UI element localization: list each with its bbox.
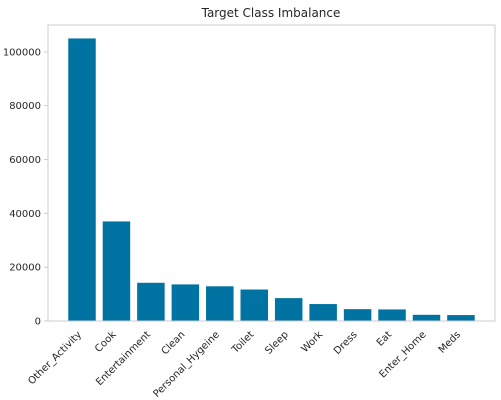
y-tick-label: 0 (35, 317, 41, 328)
bar-personal-hygeine (206, 286, 234, 321)
y-tick-label: 80000 (9, 101, 41, 112)
bar-sleep (274, 298, 303, 321)
bar-enter-home (412, 314, 441, 321)
y-tick-label: 100000 (3, 47, 41, 58)
bar-cook (102, 221, 131, 321)
y-axis-ticks: 0 20000 40000 60000 80000 100000 (3, 47, 48, 328)
bar-eat (378, 309, 406, 321)
bar-entertainment (137, 282, 165, 321)
y-tick-label: 40000 (9, 209, 41, 220)
bar-dress (343, 309, 372, 321)
bar-other-activity (68, 38, 96, 321)
bar-work (309, 304, 337, 321)
bar-meds (447, 315, 475, 321)
bar-toilet (240, 289, 268, 321)
bars-group (68, 38, 475, 321)
bar-clean (171, 284, 200, 321)
y-tick-label: 20000 (9, 263, 41, 274)
axes-frame (47, 24, 496, 322)
y-tick-label: 60000 (9, 155, 41, 166)
chart-title: Target Class Imbalance (201, 6, 341, 20)
